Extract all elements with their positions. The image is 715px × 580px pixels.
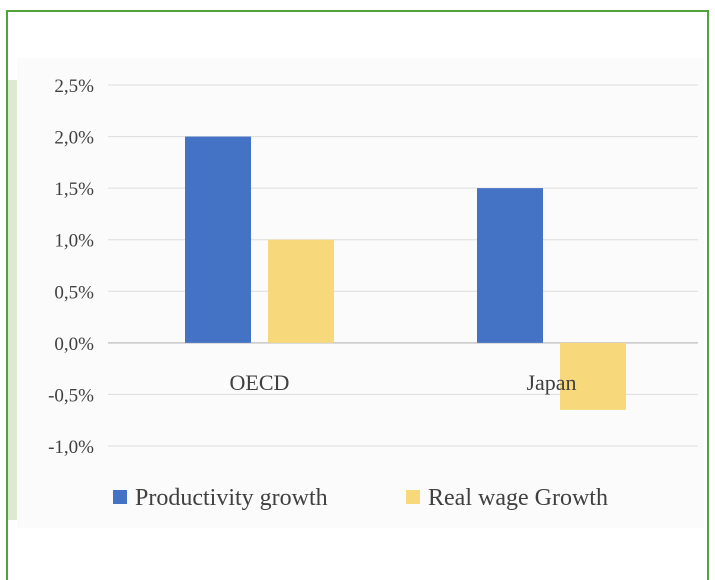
y-tick-label: 2,5% xyxy=(54,76,94,97)
legend-swatch xyxy=(406,490,420,504)
bars xyxy=(185,136,626,410)
y-tick-label: 2,0% xyxy=(54,128,94,149)
y-axis-labels: 2,5% 2,0% 1,5% 1,0% 0,5% 0,0% -0,5% -1,0% xyxy=(48,76,94,458)
side-strip xyxy=(8,80,17,520)
bar xyxy=(268,239,334,343)
category-label: OECD xyxy=(230,370,290,395)
y-tick-label: 0,0% xyxy=(54,334,94,355)
y-tick-label: -0,5% xyxy=(48,385,94,406)
legend-label: Real wage Growth xyxy=(428,485,608,511)
bar xyxy=(477,188,543,343)
y-tick-label: 1,5% xyxy=(54,179,94,200)
y-tick-label: -1,0% xyxy=(48,437,94,458)
bar xyxy=(185,136,251,343)
bar xyxy=(560,342,626,410)
y-tick-label: 0,5% xyxy=(54,282,94,303)
legend: Productivity growth Real wage Growth xyxy=(113,485,608,511)
category-label: Japan xyxy=(526,370,576,395)
category-labels: OECD Japan xyxy=(230,370,577,395)
legend-label: Productivity growth xyxy=(135,485,328,511)
legend-swatch xyxy=(113,490,127,504)
y-tick-label: 1,0% xyxy=(54,231,94,252)
